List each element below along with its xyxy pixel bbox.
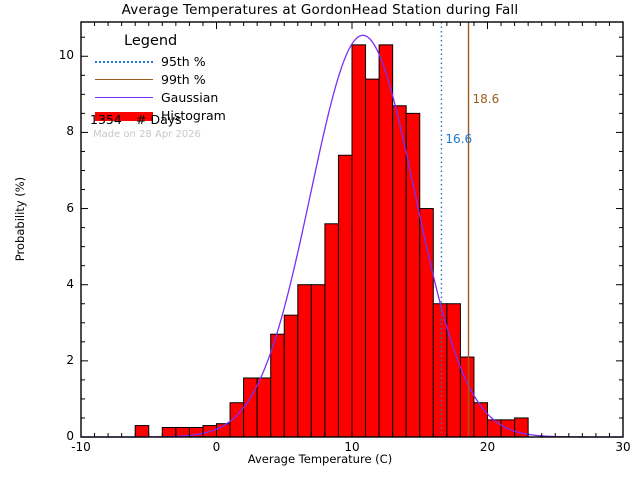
chart-title: Average Temperatures at GordonHead Stati… [121, 2, 519, 18]
histogram-bar [365, 78, 380, 438]
histogram-bar [473, 402, 489, 438]
percentile-value-label: 18.6 [472, 92, 500, 106]
histogram-bar [446, 303, 461, 438]
legend-label: Histogram [161, 108, 226, 123]
ndays-label: # Days [136, 112, 182, 127]
legend-label: 99th % [161, 72, 206, 87]
histogram-bar [351, 44, 367, 438]
legend-title: Legend [124, 33, 178, 49]
percentile-value-label: 16.6 [445, 132, 473, 146]
y-tick-label: 10 [58, 48, 74, 63]
legend-swatch [95, 97, 153, 98]
x-tick-label: 0 [212, 440, 221, 454]
histogram-bar [392, 105, 407, 438]
legend-swatch [95, 112, 153, 121]
legend-label: 95th % [161, 54, 206, 69]
histogram-bar [243, 377, 258, 438]
axis-frame [80, 21, 624, 438]
histogram-bar [337, 154, 353, 438]
histogram-bar [297, 284, 312, 438]
legend-swatch [95, 61, 153, 63]
ndays-row: 1354 # Days [90, 112, 182, 127]
histogram-bar [256, 377, 272, 438]
histogram-bar [134, 425, 150, 438]
legend-swatch [95, 79, 153, 80]
y-tick-label: 8 [66, 124, 74, 139]
y-tick-label: 0 [66, 429, 74, 443]
histogram-bar [419, 208, 434, 438]
histogram-bar [310, 284, 326, 438]
made-on-watermark: Made on 28 Apr 2026 [93, 129, 201, 140]
x-tick-label: 30 [615, 440, 631, 454]
histogram-bar [459, 356, 475, 438]
percentile-lines [440, 22, 470, 437]
histogram-bar [324, 223, 339, 438]
histogram-bar [161, 426, 177, 438]
x-tick-label: 10 [344, 440, 360, 454]
y-tick-label: 6 [66, 200, 74, 215]
histogram-bar [283, 314, 299, 438]
legend-label: Gaussian [161, 90, 219, 105]
histogram-bars [134, 44, 529, 438]
histogram-bar [432, 303, 448, 438]
histogram-bar [270, 333, 285, 438]
x-axis-label: Average Temperature (C) [247, 452, 393, 466]
ndays-count: 1354 [90, 112, 122, 127]
histogram-bar [378, 44, 394, 438]
x-tick-label: -10 [71, 440, 91, 454]
y-tick-label: 2 [66, 352, 74, 367]
y-tick-label: 4 [66, 276, 74, 291]
y-axis-label: Probability (%) [13, 176, 27, 262]
x-tick-label: 20 [479, 440, 496, 454]
histogram-bar [487, 419, 502, 438]
